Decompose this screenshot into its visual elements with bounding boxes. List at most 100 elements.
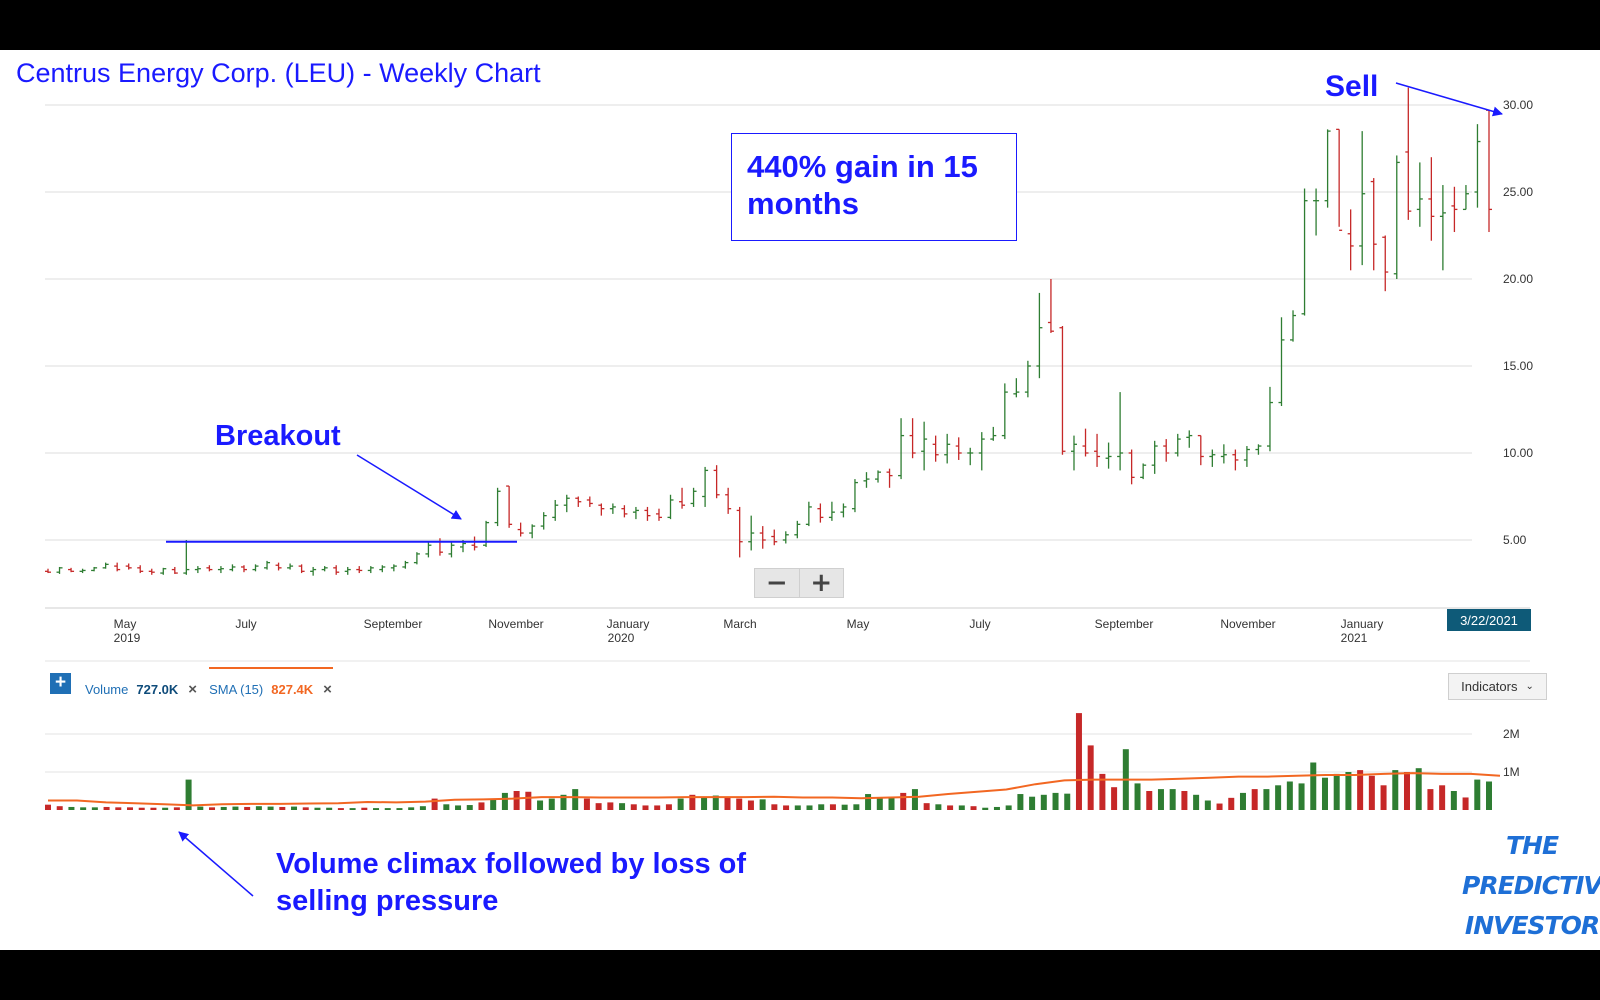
current-date-badge: 3/22/2021	[1447, 609, 1531, 631]
volume-bar	[349, 808, 356, 810]
volume-bar	[900, 792, 907, 810]
zoom-out-button[interactable]: −	[755, 568, 800, 598]
volume-bar	[947, 805, 954, 810]
volume-bar	[701, 796, 708, 810]
volume-bar	[103, 806, 110, 810]
x-tick-label: January	[607, 617, 650, 631]
volume-bar	[736, 798, 743, 810]
volume-bar	[361, 807, 368, 810]
volume-bar	[630, 804, 637, 810]
volume-bar	[244, 806, 251, 810]
x-tick-label: March	[723, 617, 756, 631]
volume-bar	[419, 806, 426, 810]
legend-sma-name: SMA (15)	[209, 681, 264, 697]
x-tick-year-label: 2019	[114, 631, 141, 645]
volume-bar	[1017, 794, 1024, 810]
volume-bar	[970, 806, 977, 810]
volume-bar	[68, 806, 75, 810]
volume-bar	[91, 807, 98, 810]
brand-logo: THE PREDICTIVE INVESTOR	[1462, 826, 1600, 946]
add-indicator-button[interactable]: +	[50, 672, 71, 694]
volume-bar	[1228, 797, 1235, 810]
y-tick-label: 5.00	[1503, 533, 1527, 547]
volume-bar	[1146, 791, 1153, 810]
volume-bar	[1403, 772, 1410, 810]
volume-bar	[853, 804, 860, 810]
brand-line-2: PREDICTIVE	[1462, 871, 1600, 900]
volume-bar	[1368, 775, 1375, 810]
remove-sma-icon[interactable]: ×	[323, 680, 332, 698]
bottom-letterbox	[0, 950, 1600, 1000]
indicators-label: Indicators	[1461, 679, 1518, 694]
volume-bar	[1333, 773, 1340, 810]
volume-y-tick-label: 1M	[1503, 765, 1520, 779]
volume-bar	[783, 805, 790, 810]
sell-arrow	[1395, 82, 1503, 117]
volume-bar	[724, 796, 731, 810]
volume-bar	[56, 806, 63, 810]
volume-bar	[1263, 789, 1270, 810]
x-tick-year-label: 2021	[1341, 631, 1368, 645]
remove-volume-icon[interactable]: ×	[188, 680, 198, 698]
legend-volume-name: Volume	[85, 681, 129, 697]
volume-bar	[337, 808, 344, 810]
y-tick-label: 30.00	[1503, 98, 1533, 112]
volume-bar	[1193, 794, 1200, 810]
volume-bar	[583, 798, 590, 810]
breakout-arrow	[356, 454, 462, 520]
volume-bar	[642, 805, 649, 810]
volume-bar	[794, 805, 801, 810]
indicators-dropdown[interactable]: Indicators ⌄	[1448, 673, 1547, 700]
volume-bar	[1486, 781, 1492, 810]
volume-bar	[501, 792, 508, 810]
volume-bar	[1099, 773, 1106, 810]
volume-sma-line	[48, 772, 1501, 807]
volume-y-tick-label: 2M	[1503, 727, 1520, 741]
volume-bar	[291, 806, 298, 810]
volume-bar	[1439, 785, 1446, 810]
x-tick-year-label: 2020	[608, 631, 635, 645]
volume-bar	[384, 808, 391, 810]
volume-bar	[958, 805, 965, 810]
volume-bar	[654, 805, 661, 810]
volume-bar	[197, 806, 204, 810]
x-tick-label: July	[235, 617, 256, 631]
volume-bar	[771, 804, 778, 810]
volume-bar	[1169, 789, 1176, 810]
zoom-controls: − +	[754, 568, 844, 598]
volume-bar	[127, 807, 134, 810]
volume-bar	[525, 791, 532, 810]
volume-bar	[923, 803, 930, 810]
volume-bar	[1415, 768, 1422, 810]
x-tick-label: January	[1341, 617, 1384, 631]
volume-bar	[806, 805, 813, 810]
volume-bar	[829, 804, 836, 810]
zoom-in-button[interactable]: +	[810, 568, 833, 598]
volume-bar	[548, 798, 555, 810]
volume-bar	[1040, 794, 1047, 810]
volume-bar	[1380, 785, 1387, 810]
volume-bar	[607, 802, 614, 810]
volume-bar	[45, 804, 51, 810]
volume-bar	[1052, 792, 1059, 810]
sell-annotation: Sell	[1325, 70, 1379, 103]
volume-bar	[759, 799, 766, 810]
volume-bar	[209, 807, 216, 810]
volume-bar	[537, 800, 544, 810]
x-tick-label: September	[1095, 617, 1154, 631]
volume-bar	[1005, 805, 1012, 810]
volume-bar	[1157, 789, 1164, 810]
top-letterbox	[0, 0, 1600, 50]
x-tick-label: September	[364, 617, 423, 631]
volume-bar	[1450, 791, 1457, 810]
volume-bar	[818, 804, 825, 810]
volume-bar	[455, 805, 462, 810]
volume-bar	[1239, 792, 1246, 810]
volume-bar	[689, 794, 696, 810]
legend-sma: SMA (15) 827.4K ×	[209, 666, 344, 698]
chart-title: Centrus Energy Corp. (LEU) - Weekly Char…	[16, 58, 541, 88]
volume-bar	[220, 806, 227, 810]
volume-bar	[1064, 793, 1071, 810]
volume-bar	[876, 797, 883, 810]
